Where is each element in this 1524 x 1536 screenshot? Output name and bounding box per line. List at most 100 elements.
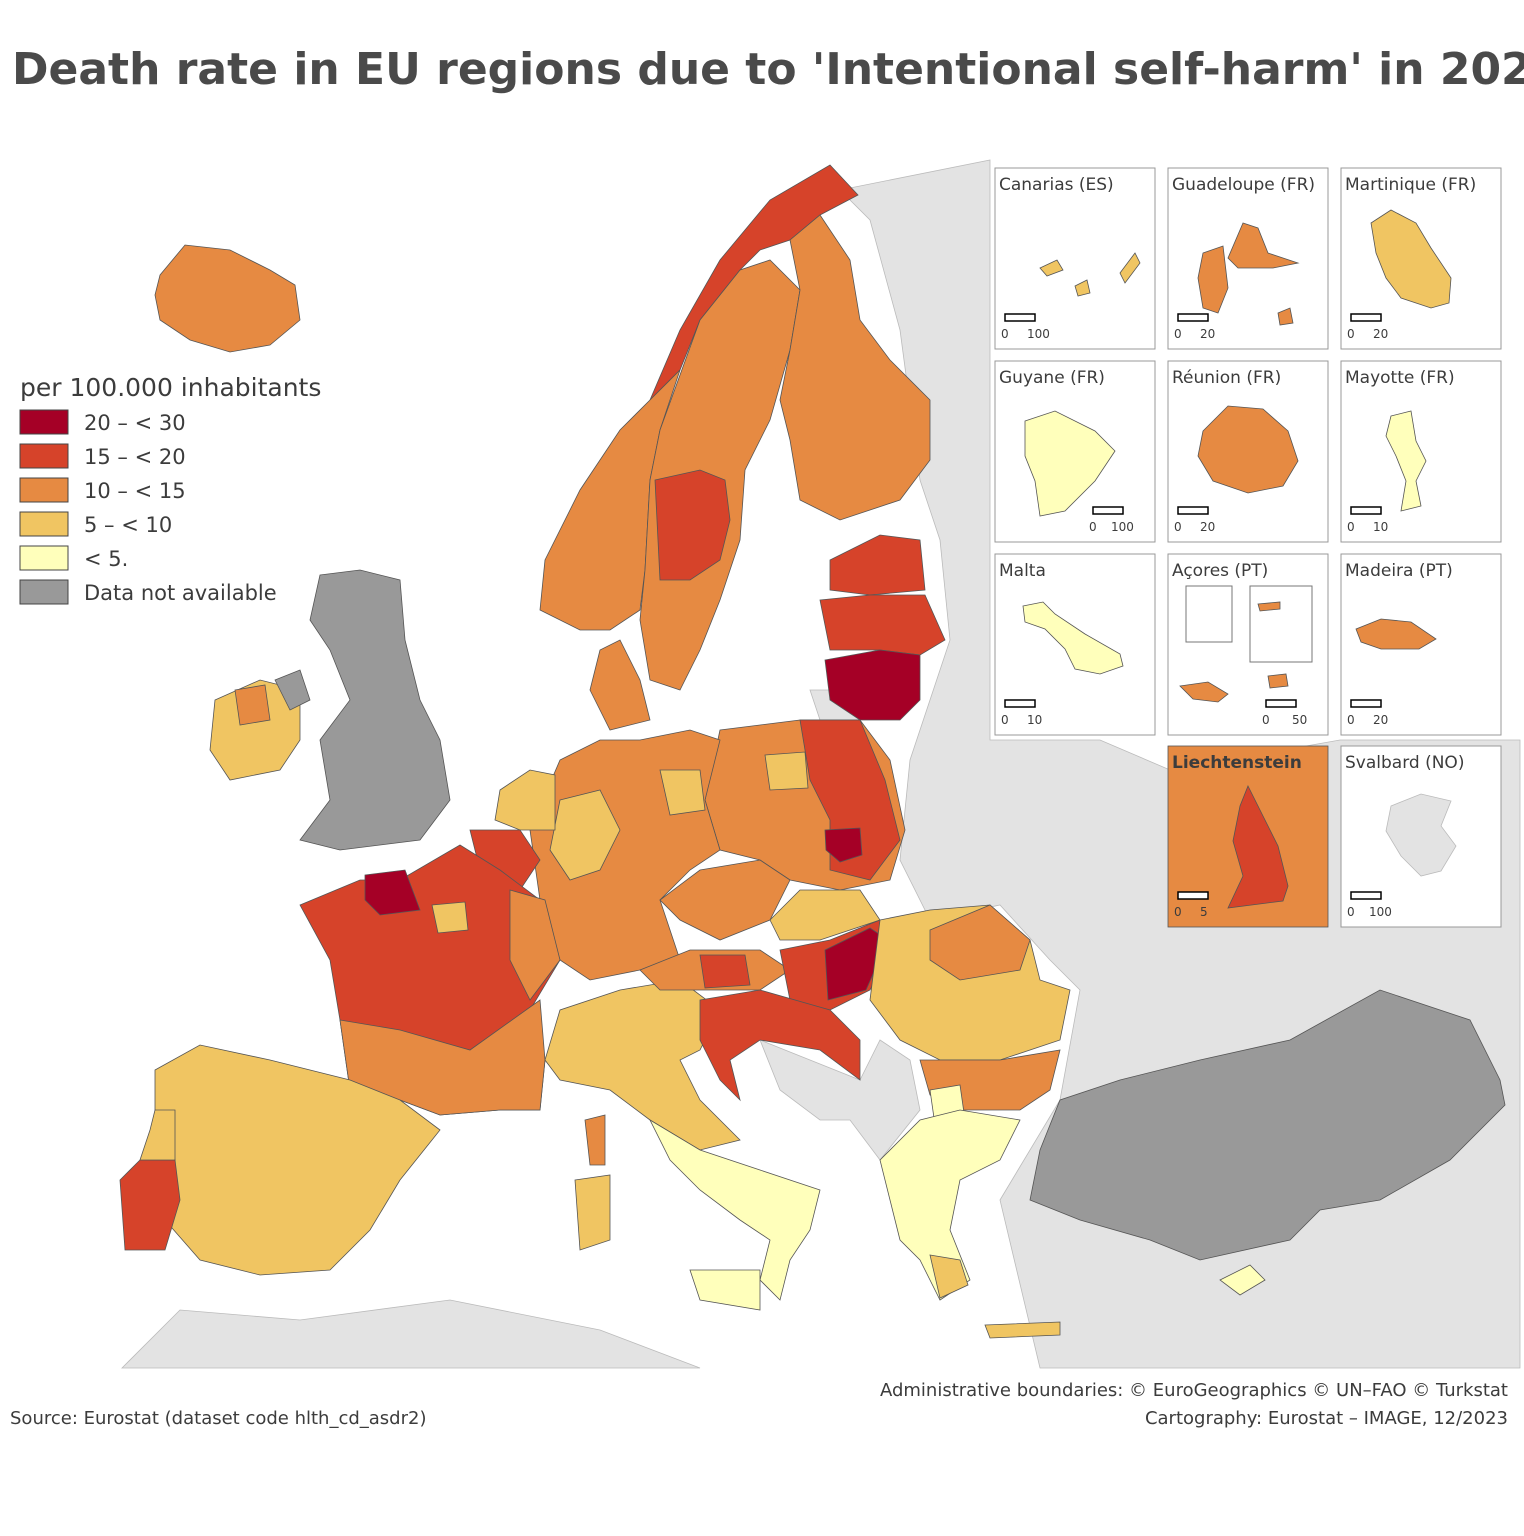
inset: Guadeloupe (FR) 0 20	[1167, 167, 1329, 350]
scale-label: 100	[1027, 327, 1050, 341]
inset: Liechtenstein 0 5	[1167, 745, 1329, 928]
frame	[1185, 585, 1233, 643]
credit: Cartography: Eurostat – IMAGE, 12/2023	[1145, 1408, 1508, 1429]
scale-label: 0	[1347, 905, 1355, 919]
inset: Mayotte (FR) 0 10	[1340, 360, 1502, 543]
region	[699, 989, 861, 1102]
frame	[1350, 313, 1382, 322]
inset-label: Madeira (PT)	[1345, 561, 1453, 581]
regions	[119, 164, 1506, 1339]
region	[879, 1109, 1021, 1301]
scale-label: 20	[1373, 713, 1388, 727]
frame	[1092, 506, 1124, 515]
scale-label: 0	[1089, 520, 1097, 534]
region	[649, 1118, 821, 1301]
inset-label: Guyane (FR)	[999, 368, 1105, 388]
inset-label: Malta	[999, 561, 1046, 581]
region	[544, 979, 741, 1151]
region	[509, 889, 561, 1001]
insets: Canarias (ES) 0 100 Guadeloupe (FR) 0 20…	[994, 167, 1502, 928]
region	[699, 954, 751, 989]
inset-label: Guadeloupe (FR)	[1172, 175, 1315, 195]
scale-label: 0	[1174, 327, 1182, 341]
legend: per 100.000 inhabitants 20 – < 30 15 – < …	[19, 373, 321, 605]
region	[689, 1269, 761, 1311]
inset-label: Mayotte (FR)	[1345, 368, 1455, 388]
scale-label: 0	[1262, 713, 1270, 727]
legend-label: 15 – < 20	[84, 445, 186, 469]
credit: Administrative boundaries: © EuroGeograp…	[880, 1380, 1508, 1401]
region	[584, 1114, 606, 1166]
region	[1119, 252, 1141, 284]
frame	[1004, 313, 1036, 322]
region	[824, 649, 921, 721]
inset-label: Liechtenstein	[1172, 753, 1302, 773]
region	[1024, 410, 1116, 517]
scale-label: 0	[1347, 713, 1355, 727]
region	[1022, 601, 1124, 675]
region	[494, 769, 556, 831]
region	[654, 469, 731, 581]
shape	[759, 1039, 921, 1161]
region	[824, 827, 863, 863]
scale-label: 0	[1347, 520, 1355, 534]
region	[1267, 673, 1289, 689]
region	[299, 569, 451, 851]
region	[929, 1254, 969, 1299]
region	[829, 534, 926, 596]
inset: Guyane (FR) 0 100	[994, 360, 1156, 543]
frame	[1004, 699, 1036, 708]
legend-label: 20 – < 30	[84, 411, 186, 435]
region	[799, 719, 901, 881]
source: Source: Eurostat (dataset code hlth_cd_a…	[10, 1408, 427, 1429]
region	[1227, 222, 1300, 269]
region	[234, 684, 271, 726]
inset: Svalbard (NO) 0 100	[1340, 745, 1502, 928]
region	[209, 679, 301, 781]
frame	[1167, 553, 1329, 736]
scale-label: 100	[1369, 905, 1392, 919]
scale-label: 0	[1174, 905, 1182, 919]
legend-label: Data not available	[84, 581, 277, 605]
shape	[121, 1299, 701, 1369]
scale-label: 20	[1200, 327, 1215, 341]
inset-label: Martinique (FR)	[1345, 175, 1476, 195]
frame	[1249, 585, 1313, 663]
scale-label: 20	[1200, 520, 1215, 534]
legend-label: 5 – < 10	[84, 513, 172, 537]
inset-label: Canarias (ES)	[999, 175, 1114, 195]
title: Death rate in EU regions due to 'Intenti…	[12, 44, 1524, 95]
legend-swatch	[19, 545, 69, 571]
region	[1257, 601, 1281, 612]
frame	[1177, 506, 1209, 515]
inset: Martinique (FR) 0 20	[1340, 167, 1502, 350]
scale-label: 0	[1174, 520, 1182, 534]
scale-label: 10	[1027, 713, 1042, 727]
frame	[1177, 313, 1209, 322]
region	[364, 869, 421, 916]
region	[1074, 279, 1091, 297]
inset: Açores (PT) 0 50	[1167, 553, 1329, 736]
scale-label: 0	[1347, 327, 1355, 341]
region	[1179, 681, 1229, 703]
legend-swatch	[19, 477, 69, 503]
legend-swatch	[19, 443, 69, 469]
region	[574, 1174, 611, 1251]
inset: Madeira (PT) 0 20	[1340, 553, 1502, 736]
frame	[1350, 699, 1382, 708]
scale-label: 0	[1001, 327, 1009, 341]
region	[154, 244, 301, 353]
region	[549, 789, 621, 881]
legend-title: per 100.000 inhabitants	[20, 373, 321, 402]
inset-label: Svalbard (NO)	[1345, 753, 1464, 773]
frame	[1177, 891, 1209, 900]
region	[659, 769, 706, 816]
region	[1197, 405, 1299, 494]
region	[1277, 307, 1294, 326]
scale-label: 100	[1111, 520, 1134, 534]
scale-label: 0	[1001, 713, 1009, 727]
region	[819, 594, 946, 656]
region	[139, 1109, 176, 1161]
region	[779, 214, 931, 521]
region	[1227, 785, 1289, 909]
